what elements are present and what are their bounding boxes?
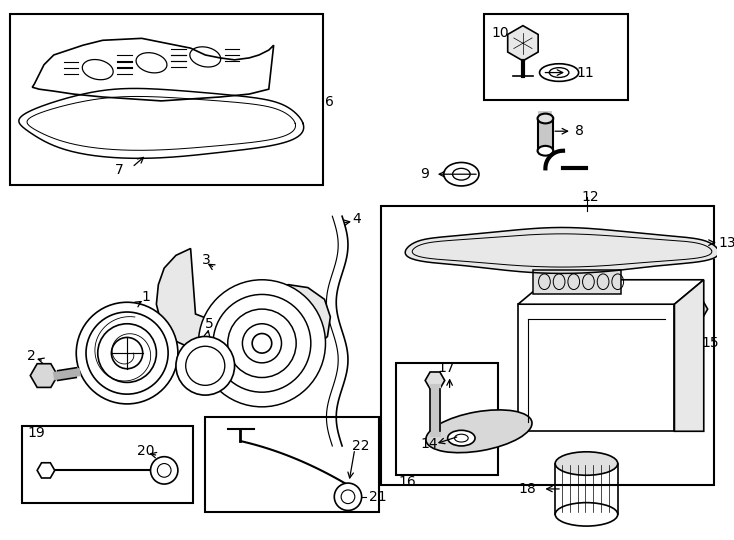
Text: 11: 11	[577, 65, 595, 79]
Text: 12: 12	[581, 190, 599, 204]
Polygon shape	[405, 227, 719, 273]
Ellipse shape	[537, 113, 553, 123]
Bar	[484, 14, 628, 100]
Ellipse shape	[86, 312, 168, 394]
Text: 2: 2	[27, 349, 36, 363]
Ellipse shape	[555, 503, 618, 526]
Bar	[206, 417, 379, 512]
Ellipse shape	[334, 483, 362, 510]
Bar	[396, 363, 498, 475]
Ellipse shape	[228, 309, 296, 377]
Ellipse shape	[426, 410, 532, 453]
Ellipse shape	[213, 294, 310, 392]
Text: 3: 3	[203, 253, 211, 267]
Text: 13: 13	[719, 235, 734, 249]
Ellipse shape	[198, 280, 325, 407]
Text: 9: 9	[421, 167, 429, 181]
Polygon shape	[533, 270, 621, 294]
Polygon shape	[682, 360, 702, 375]
Text: 1: 1	[142, 291, 150, 305]
Polygon shape	[425, 372, 445, 389]
Ellipse shape	[186, 346, 225, 386]
Text: 19: 19	[27, 426, 45, 440]
Text: 5: 5	[206, 317, 214, 331]
Text: 6: 6	[325, 95, 335, 109]
Text: 22: 22	[352, 439, 369, 453]
Polygon shape	[518, 280, 704, 304]
Ellipse shape	[76, 302, 178, 404]
Ellipse shape	[252, 334, 272, 353]
Text: 17: 17	[438, 361, 456, 375]
Polygon shape	[156, 248, 330, 360]
Ellipse shape	[448, 430, 475, 446]
Ellipse shape	[150, 457, 178, 484]
Ellipse shape	[98, 324, 156, 382]
Bar	[518, 304, 675, 431]
Text: 4: 4	[352, 212, 360, 226]
Polygon shape	[37, 463, 55, 478]
Ellipse shape	[555, 452, 618, 475]
Text: 15: 15	[702, 336, 719, 350]
Text: 14: 14	[421, 437, 438, 451]
Ellipse shape	[453, 168, 470, 180]
Ellipse shape	[157, 463, 171, 477]
Bar	[10, 14, 322, 185]
Ellipse shape	[112, 338, 142, 369]
Polygon shape	[30, 364, 58, 387]
Text: 16: 16	[399, 475, 416, 489]
Polygon shape	[682, 387, 702, 403]
Text: 18: 18	[518, 482, 536, 496]
Polygon shape	[32, 38, 274, 101]
Ellipse shape	[539, 64, 578, 82]
Text: 20: 20	[137, 444, 154, 458]
Ellipse shape	[242, 324, 282, 363]
Text: 21: 21	[369, 490, 387, 504]
Bar	[381, 206, 713, 485]
Polygon shape	[508, 25, 538, 61]
Bar	[21, 427, 192, 503]
Ellipse shape	[537, 146, 553, 156]
Ellipse shape	[444, 163, 479, 186]
Text: 7: 7	[115, 163, 124, 177]
Ellipse shape	[341, 490, 355, 504]
Text: 10: 10	[492, 26, 509, 40]
Ellipse shape	[454, 434, 468, 442]
Polygon shape	[675, 280, 704, 431]
Ellipse shape	[176, 336, 235, 395]
Text: 8: 8	[575, 124, 584, 138]
Polygon shape	[680, 297, 708, 321]
